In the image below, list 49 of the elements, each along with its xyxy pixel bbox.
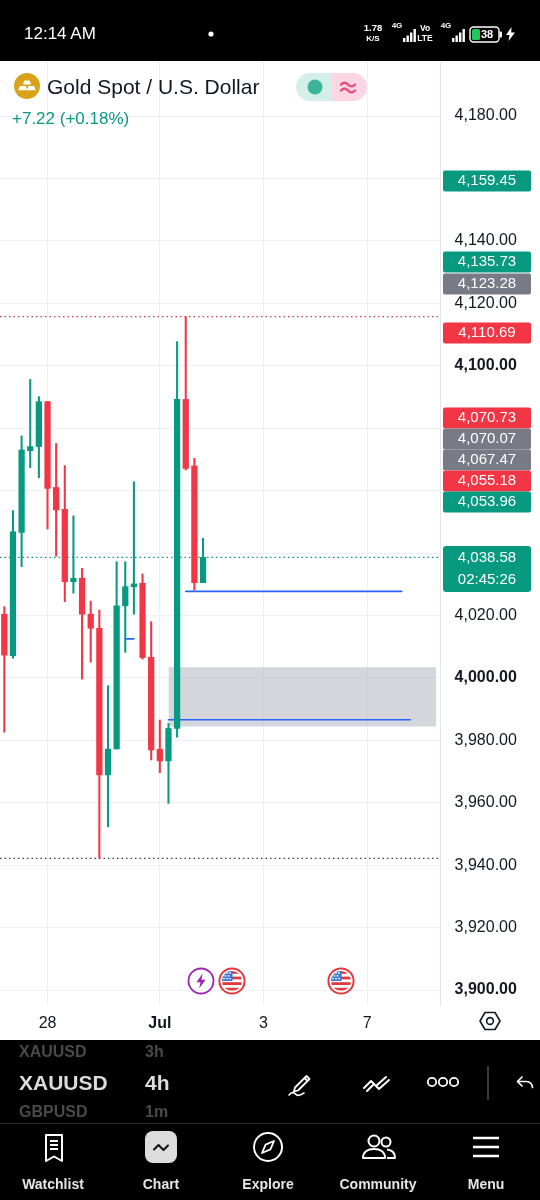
text: Community <box>339 1176 417 1192</box>
y-tick-label: 3,960.00 <box>454 793 517 811</box>
text: 4,055.18 <box>457 471 517 489</box>
text: 4,159.45 <box>457 171 517 189</box>
text: 38 <box>480 28 494 41</box>
y-tick-label: 3,940.00 <box>454 855 517 873</box>
text: 1.78 <box>363 21 383 33</box>
text: 4G <box>391 20 403 30</box>
text: +7.22 (+0.18%) <box>12 109 130 129</box>
text: GBPUSD <box>19 1103 88 1121</box>
candlestick <box>70 515 77 594</box>
text: Menu <box>467 1176 505 1192</box>
text: Watchlist <box>22 1176 84 1192</box>
y-tick-label: 4,120.00 <box>454 293 517 311</box>
text: K/S <box>366 33 380 43</box>
text: 4,135.73 <box>457 252 517 270</box>
text: XAUUSD <box>19 1071 108 1095</box>
text: XAUUSD <box>19 1043 87 1061</box>
text: 4h <box>145 1071 170 1095</box>
text: Gold Spot / U.S. Dollar <box>47 75 260 99</box>
x-tick-label: 7 <box>362 1014 372 1032</box>
y-tick-label: 4,100.00 <box>454 356 517 374</box>
text: 4G <box>440 20 452 30</box>
text: 1m <box>145 1103 169 1121</box>
y-tick-label: 4,180.00 <box>454 106 517 124</box>
y-tick-label: 3,980.00 <box>454 730 517 748</box>
text: 4,053.96 <box>457 492 517 510</box>
text: 4,123.28 <box>457 274 517 292</box>
text: LTE <box>417 33 433 43</box>
text: 4,070.73 <box>457 408 517 426</box>
y-tick-label: 4,020.00 <box>454 605 517 623</box>
y-tick-label: 4,000.00 <box>454 668 517 686</box>
candlestick <box>27 379 34 469</box>
y-tick-label: 3,900.00 <box>454 980 517 998</box>
text: Vo <box>419 23 431 33</box>
ref-line-label: 4,038.58 <box>457 547 517 565</box>
text: Chart <box>142 1176 180 1192</box>
text: 02:45:26 <box>457 569 517 587</box>
text: 12:14 AM <box>24 24 96 44</box>
text: 4,070.07 <box>457 429 517 447</box>
x-tick-label: 28 <box>38 1014 57 1032</box>
text: 4,067.47 <box>457 450 517 468</box>
y-tick-label: 4,140.00 <box>454 231 517 249</box>
text: 3h <box>145 1043 164 1061</box>
x-tick-label: 3 <box>259 1014 269 1032</box>
y-tick-label: 3,920.00 <box>454 917 517 935</box>
text: 4,110.69 <box>458 323 516 341</box>
text: Explore <box>242 1176 294 1192</box>
x-tick-label: Jul <box>148 1014 172 1032</box>
